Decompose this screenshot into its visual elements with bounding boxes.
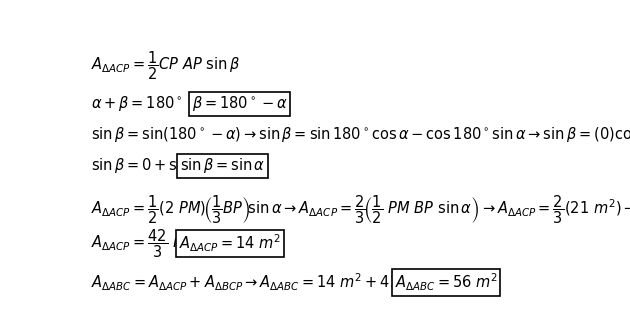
Text: $\sin \beta = \sin \alpha$: $\sin \beta = \sin \alpha$ <box>180 156 265 175</box>
Text: $A_{\Delta ACP} = 14\ m^2$: $A_{\Delta ACP} = 14\ m^2$ <box>179 233 281 254</box>
Text: $\sin \beta = \sin(180^\circ - \alpha) \rightarrow \sin \beta = \sin 180^\circ \: $\sin \beta = \sin(180^\circ - \alpha) \… <box>91 125 630 144</box>
Text: $A_{\Delta ACP} = \dfrac{1}{2}(2\ PM)\!\left(\dfrac{1}{3}BP\right)\!\sin \alpha : $A_{\Delta ACP} = \dfrac{1}{2}(2\ PM)\!\… <box>91 194 630 226</box>
Text: $\sin \beta = 0 + \sin \alpha \rightarrow$: $\sin \beta = 0 + \sin \alpha \rightarro… <box>91 156 218 175</box>
Text: $A_{\Delta ABC} = A_{\Delta ACP} + A_{\Delta BCP} \rightarrow A_{\Delta ABC} = 1: $A_{\Delta ABC} = A_{\Delta ACP} + A_{\D… <box>91 271 442 293</box>
Text: $\beta = 180^\circ - \alpha$: $\beta = 180^\circ - \alpha$ <box>192 94 288 113</box>
Text: $A_{\Delta ACP} = \dfrac{1}{2} CP\ AP\ \sin \beta$: $A_{\Delta ACP} = \dfrac{1}{2} CP\ AP\ \… <box>91 50 240 82</box>
Text: $A_{\Delta ACP} = \dfrac{42}{3}\ m^2 \rightarrow$: $A_{\Delta ACP} = \dfrac{42}{3}\ m^2 \ri… <box>91 227 211 260</box>
Text: $\alpha + \beta = 180^\circ \rightarrow$: $\alpha + \beta = 180^\circ \rightarrow$ <box>91 94 201 113</box>
Text: $A_{\Delta ABC} = 56\ m^2$: $A_{\Delta ABC} = 56\ m^2$ <box>394 271 498 293</box>
